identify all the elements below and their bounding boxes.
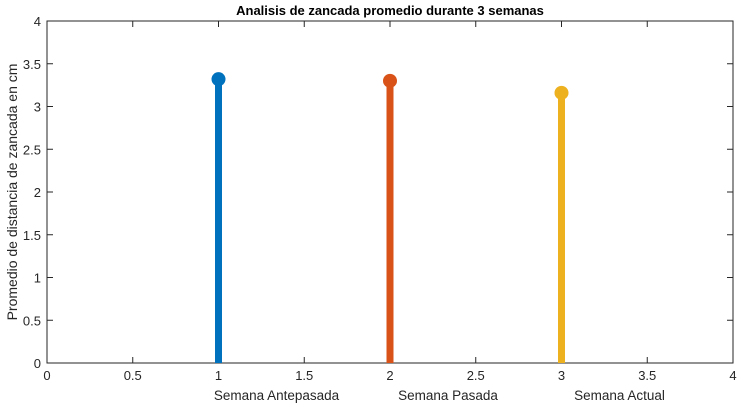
y-tick-label: 3.5 — [23, 57, 41, 72]
axis-ticks: 0 0.5 1 1.5 2 2.5 3 3.5 4 0 0.5 1 1.5 2 2.5 3 3.5 4 — [23, 14, 737, 383]
y-axis-title: Promedio de distancia de zancada en cm — [4, 64, 20, 321]
x-tick-label: 0.5 — [124, 368, 142, 383]
x-tick-label: 4 — [729, 368, 736, 383]
y-tick-label: 1 — [34, 271, 41, 286]
x-tick-label: 2 — [386, 368, 393, 383]
stem-series — [211, 72, 569, 363]
y-tick-label: 3 — [34, 100, 41, 115]
x-tick-label: 3.5 — [638, 368, 656, 383]
y-tick-label: 2 — [34, 185, 41, 200]
category-label: Semana Antepasada — [214, 388, 340, 403]
x-tick-label: 0 — [43, 368, 50, 383]
y-tick-label: 2.5 — [23, 142, 41, 157]
x-tick-label: 1 — [215, 368, 222, 383]
stem-marker — [211, 72, 226, 87]
y-tick-label: 0 — [34, 356, 41, 371]
category-label: Semana Pasada — [398, 388, 498, 403]
x-tick-label: 3 — [558, 368, 565, 383]
chart-title: Analisis de zancada promedio durante 3 s… — [236, 3, 544, 18]
stem-marker — [383, 73, 397, 88]
y-tick-label: 1.5 — [23, 228, 41, 243]
category-labels: Semana Antepasada Semana Pasada Semana Act… — [214, 388, 665, 403]
y-tick-label: 4 — [34, 14, 41, 29]
stem-marker — [554, 85, 569, 100]
x-tick-label: 2.5 — [467, 368, 485, 383]
x-tick-label: 1.5 — [295, 368, 313, 383]
category-label: Semana Actual — [574, 388, 665, 403]
y-tick-label: 0.5 — [23, 313, 41, 328]
